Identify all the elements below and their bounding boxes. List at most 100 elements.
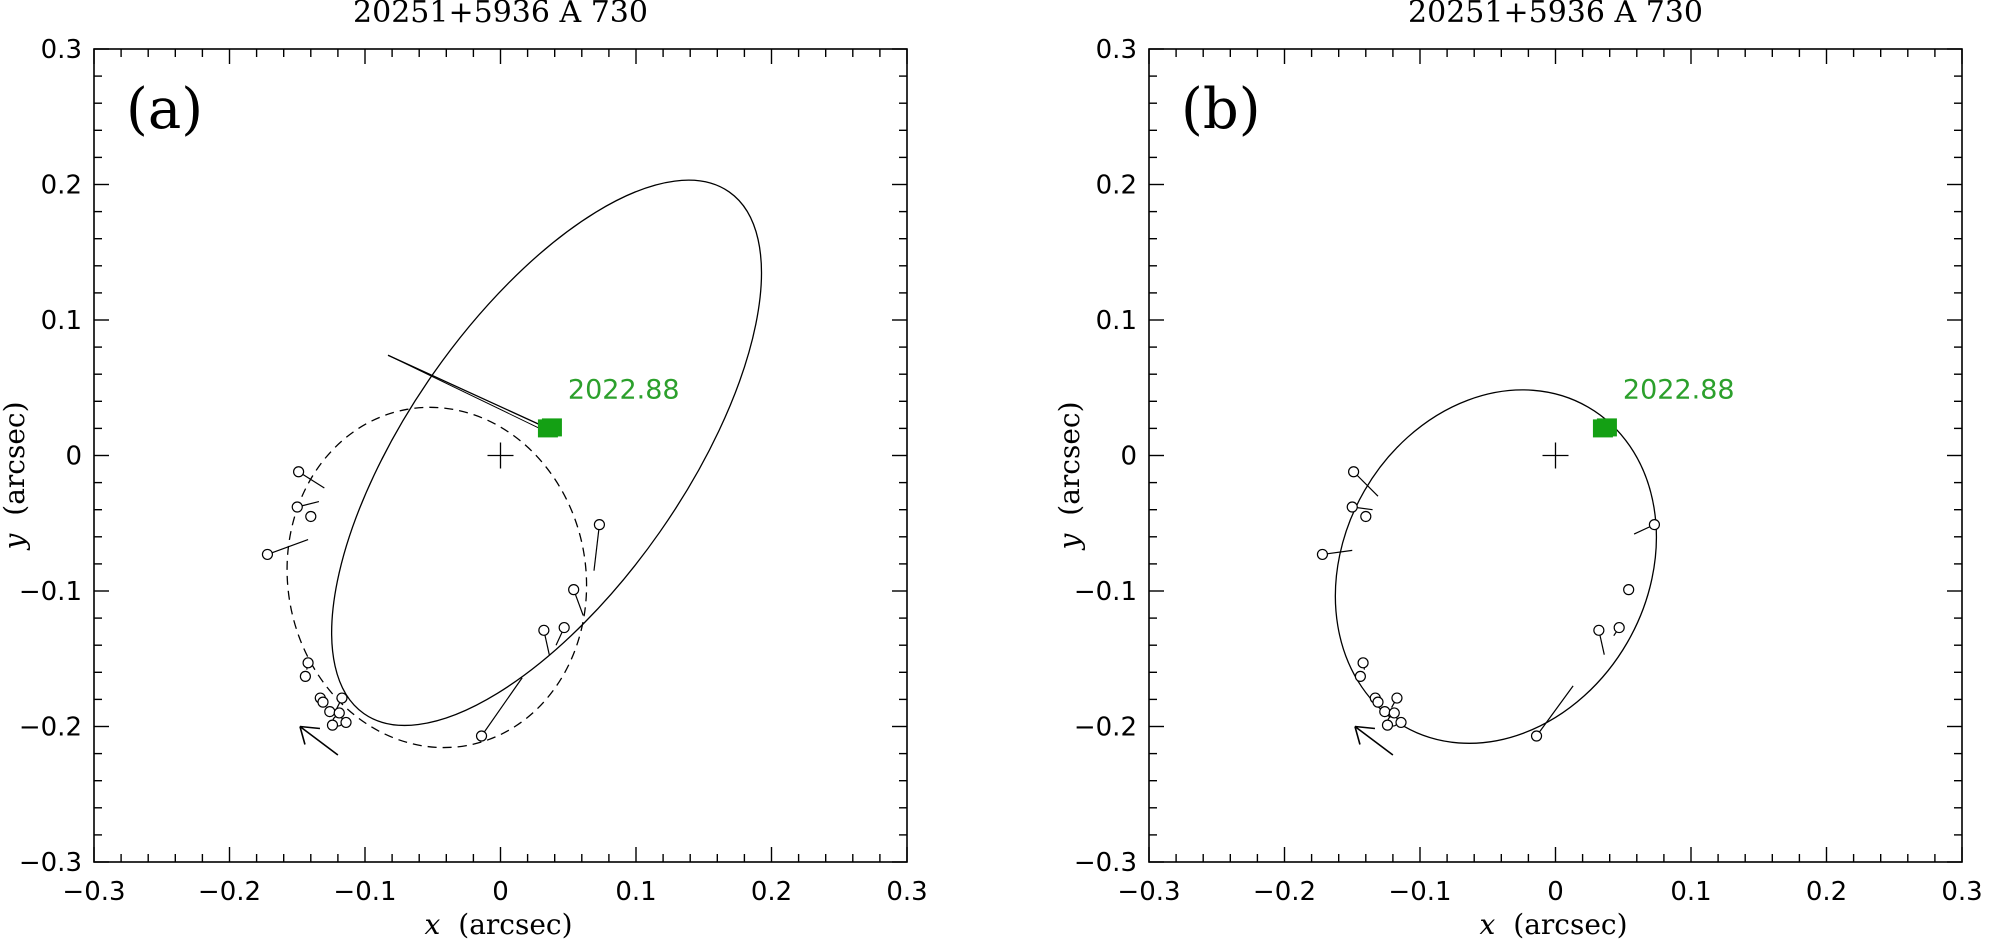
x-tick-label: −0.2	[1253, 877, 1316, 907]
y-tick-label: 0.1	[1096, 306, 1137, 336]
observation-point	[1379, 705, 1391, 718]
observation-point	[1395, 716, 1407, 729]
y-tick-label: 0.3	[1096, 35, 1137, 65]
observation-point	[1391, 692, 1403, 704]
y-tick-label: 0.2	[1096, 171, 1137, 201]
panel-b-epoch-label: 2022.88	[1623, 374, 1735, 405]
observation-point	[1593, 624, 1605, 636]
y-tick-label: −0.2	[19, 713, 82, 743]
observation-point	[1381, 719, 1394, 731]
x-tick-label: 0	[1547, 877, 1564, 907]
observation-point	[1357, 657, 1369, 669]
epoch-marker-2	[1596, 418, 1617, 437]
observation-point	[293, 466, 305, 478]
observation-point	[1346, 501, 1358, 513]
x-tick-label: 0.3	[886, 877, 927, 907]
x-tick-label: −0.3	[1117, 877, 1180, 907]
y-tick-label: 0.2	[41, 171, 82, 201]
observation-point	[1316, 548, 1329, 561]
x-tick-label: −0.3	[62, 877, 125, 907]
direction-arrow	[1354, 725, 1394, 756]
panel-b-title: 20251+5936 A 730	[1408, 0, 1703, 30]
x-tick-label: 0	[492, 877, 509, 907]
panel-b-xlabel: x (arcsec)	[1479, 908, 1627, 940]
observation-point	[538, 624, 550, 636]
observation-point	[302, 657, 314, 669]
observation-residual	[593, 524, 601, 571]
x-tick-label: 0.1	[615, 877, 656, 907]
residual-line-2	[387, 354, 549, 433]
observation-point	[1388, 707, 1400, 719]
observation-residual	[1353, 471, 1379, 497]
x-tick-label: −0.2	[198, 877, 261, 907]
panel-b-ylabel: y (arcsec)	[1053, 401, 1086, 551]
observation-point	[299, 670, 311, 682]
observation-point	[475, 730, 488, 742]
panel-a: 20251+5936 A 730 (a) −0.3 −0.2 −0.1 0 0.1 0.2…	[0, 0, 928, 940]
observation-residual	[481, 677, 523, 737]
panel-a-xlabel-unit: (arcsec)	[458, 908, 572, 940]
observation-point	[333, 707, 345, 719]
observation-point	[593, 519, 606, 531]
panel-b-xlabel-var: x	[1479, 908, 1495, 940]
panel-b-ylabel-var: y	[1053, 533, 1086, 552]
panel-a-ylabel-var: y	[0, 533, 31, 552]
observation-point	[305, 510, 317, 523]
direction-arrow	[299, 725, 339, 756]
arrow-head-1	[1354, 725, 1376, 730]
panel-a-xlabel: x (arcsec)	[424, 908, 572, 940]
y-tick-label: −0.1	[19, 577, 82, 607]
observation-point	[568, 584, 580, 596]
panel-a-label: (a)	[126, 77, 203, 142]
arrow-head-1	[299, 725, 321, 730]
observation-point	[1623, 584, 1635, 596]
residual-line	[387, 354, 549, 429]
panel-a-ylabel: y (arcsec)	[0, 401, 31, 551]
panel-a-plot: −0.3 −0.2 −0.1 0 0.1 0.2 0.3 0.3 0.2 0.1 0 −0.1 −0.2…	[19, 35, 928, 907]
observation-point	[340, 716, 352, 729]
arrow-head-2	[299, 726, 306, 745]
observation-point	[336, 692, 348, 704]
orbit-solid	[331, 179, 763, 727]
observation-residual	[1536, 685, 1574, 737]
orbit-dashed	[286, 406, 588, 749]
observation-point	[1613, 621, 1625, 634]
observation-point	[1530, 730, 1543, 742]
y-tick-label: −0.2	[1074, 713, 1137, 743]
x-tick-label: 0.2	[751, 877, 792, 907]
panel-a-title: 20251+5936 A 730	[353, 0, 648, 30]
panel-b-ylabel-unit: (arcsec)	[1053, 401, 1086, 515]
x-tick-label: 0.2	[1806, 877, 1847, 907]
observation-point	[1360, 510, 1372, 523]
y-tick-label: −0.3	[1074, 848, 1137, 878]
arrow-head-2	[1354, 726, 1361, 745]
x-tick-label: 0.3	[1941, 877, 1982, 907]
panel-a-ylabel-unit: (arcsec)	[0, 401, 31, 515]
y-tick-label: 0	[1120, 442, 1137, 472]
observation-residual	[267, 538, 309, 555]
panel-b-xlabel-unit: (arcsec)	[1513, 908, 1627, 940]
y-tick-label: 0.1	[41, 306, 82, 336]
x-tick-label: −0.1	[1388, 877, 1451, 907]
panel-b-plot: −0.3 −0.2 −0.1 0 0.1 0.2 0.3 0.3 0.2 0.1 0 −0.1 −0.2…	[1074, 35, 1983, 907]
observation-point	[317, 696, 329, 708]
observation-point	[1648, 519, 1661, 531]
panel-b: 20251+5936 A 730 (b) −0.3 −0.2 −0.1 0 0.1 0.2…	[1053, 0, 1983, 940]
x-tick-label: 0.1	[1670, 877, 1711, 907]
panel-b-label: (b)	[1181, 77, 1261, 142]
observation-point	[326, 719, 339, 731]
observation-point	[1348, 466, 1360, 478]
epoch-marker-2	[541, 418, 562, 437]
y-tick-label: −0.1	[1074, 577, 1137, 607]
observation-point	[558, 621, 570, 634]
observation-point	[324, 705, 336, 718]
observation-point	[261, 548, 274, 561]
observation-point	[1372, 696, 1384, 708]
panel-a-epoch-label: 2022.88	[568, 374, 680, 405]
observation-point	[1354, 670, 1366, 682]
x-tick-label: −0.1	[333, 877, 396, 907]
panel-a-xlabel-var: x	[424, 908, 440, 940]
observation-point	[291, 501, 303, 513]
y-tick-label: −0.3	[19, 848, 82, 878]
